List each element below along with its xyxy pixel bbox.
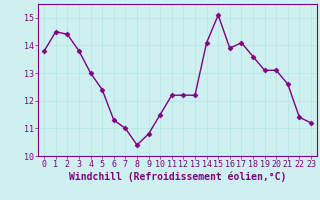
X-axis label: Windchill (Refroidissement éolien,°C): Windchill (Refroidissement éolien,°C) xyxy=(69,172,286,182)
